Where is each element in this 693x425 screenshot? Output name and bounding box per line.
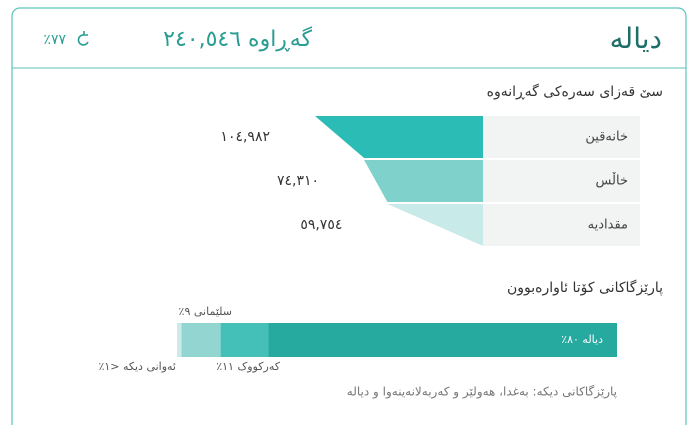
funnel-name: خاڵس	[595, 172, 628, 189]
funnel-label-box	[483, 160, 640, 202]
header-title: دیالە	[610, 22, 662, 55]
bar-segment	[220, 323, 269, 357]
funnel-name: مقدادیە	[588, 218, 628, 233]
bar-segment	[181, 323, 221, 357]
provinces-title: پارێزگاکانی کۆتا ئاوارەبوون	[507, 279, 663, 296]
funnel-segment	[315, 116, 483, 158]
card-frame	[11, 7, 687, 425]
funnel-label-box	[483, 116, 640, 158]
segment-label: ئەوانی دیکە <١٪	[98, 360, 176, 373]
funnel-value: ١٠٤,٩٨٢	[220, 129, 270, 145]
funnel-title: سێ قەزای سەرەکی گەڕانەوە	[487, 83, 663, 100]
funnel-label-box	[483, 204, 640, 246]
funnel-segment	[364, 160, 483, 202]
segment-label: دیالە ٨٠٪	[561, 333, 603, 346]
provinces-note: پارێزگاکانی دیکە: بەغدا، هەولێر و کەربەل…	[347, 385, 617, 400]
segment-label: کەرکووک ١١٪	[216, 360, 281, 373]
segment-label: سلێمانی ٩٪	[179, 305, 232, 318]
funnel-segment	[387, 204, 483, 246]
bar-segment	[177, 323, 182, 357]
header-rate: ٧٧٪	[43, 32, 66, 48]
funnel-value: ٧٤,٣١٠	[277, 173, 319, 189]
header-returned: گەڕاوە ٢٤٠,٥٤٦	[163, 26, 312, 52]
funnel-value: ٥٩,٧٥٤	[300, 217, 342, 233]
funnel-name: خانەقین	[585, 130, 628, 145]
refresh-icon	[77, 31, 89, 46]
bar-segment	[268, 323, 617, 357]
